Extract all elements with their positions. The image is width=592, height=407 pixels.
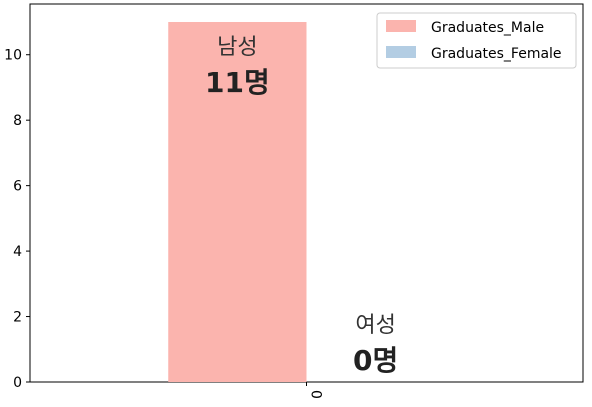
y-tick-label: 0 (13, 375, 22, 391)
annotation-value: 0명 (353, 344, 398, 377)
legend-label: Graduates_Male (431, 20, 544, 36)
bars (168, 22, 307, 382)
legend-label: Graduates_Female (431, 46, 562, 62)
annotation-label: 여성 (355, 313, 395, 338)
legend-swatch (386, 46, 416, 58)
x-tick-label: 0 (308, 390, 324, 399)
bar-graduates-male (168, 22, 307, 382)
legend-swatch (386, 20, 416, 32)
annotation-label: 남성 (217, 35, 257, 60)
legend-box (376, 12, 577, 69)
y-axis: 0 2 4 6 8 10 (4, 48, 30, 391)
y-tick-label: 8 (13, 113, 22, 129)
y-tick-label: 6 (13, 179, 22, 195)
legend: Graduates_Male Graduates_Female (376, 12, 577, 69)
annotation-value: 11명 (205, 66, 270, 99)
y-tick-label: 4 (13, 244, 22, 260)
y-tick-label: 2 (13, 310, 22, 326)
x-axis: 0 (306, 382, 324, 399)
y-tick-label: 10 (4, 48, 22, 64)
